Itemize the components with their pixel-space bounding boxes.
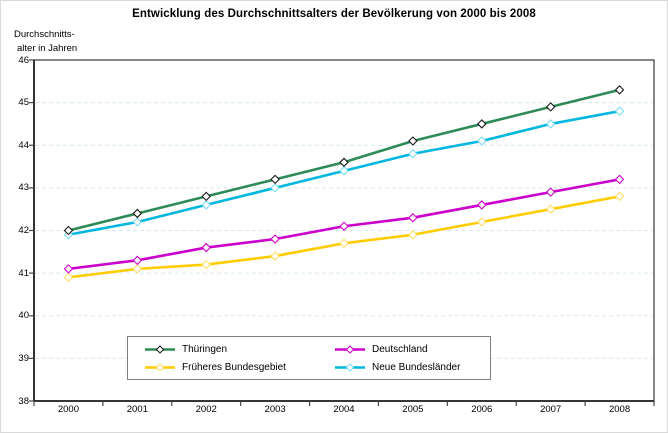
data-point-marker <box>339 221 349 232</box>
legend-line-marker-icon <box>145 362 175 372</box>
data-point-marker <box>63 225 74 236</box>
x-tick-label: 2004 <box>333 404 355 415</box>
legend-line-marker-icon <box>335 362 365 372</box>
data-point-marker <box>201 200 211 210</box>
y-tick-label: 44 <box>18 139 29 151</box>
y-tick-label: 41 <box>18 267 29 279</box>
data-point-marker <box>477 200 487 210</box>
legend-item-label: Thüringen <box>182 343 228 355</box>
data-point-marker <box>614 85 625 95</box>
legend-item: Neue Bundesländer <box>335 362 486 373</box>
data-point-marker <box>408 148 418 159</box>
legend: Thüringen Deutschland Früheres Bundesgebie… <box>127 336 491 380</box>
y-tick-label: 43 <box>18 182 29 194</box>
data-point-marker <box>132 208 143 219</box>
data-point-marker <box>132 255 143 266</box>
data-point-marker <box>614 174 625 185</box>
data-point-marker <box>270 234 280 244</box>
data-point-marker <box>545 187 556 197</box>
y-tick-label: 38 <box>18 395 29 407</box>
x-tick-label: 2006 <box>471 404 493 415</box>
y-tick-label: 42 <box>18 225 29 236</box>
series-line-2 <box>67 195 621 279</box>
data-point-marker <box>408 229 418 240</box>
data-point-marker <box>132 264 143 274</box>
data-point-marker <box>270 251 280 261</box>
data-point-marker <box>545 102 556 112</box>
data-point-marker <box>408 136 418 146</box>
x-tick-label: 2003 <box>264 404 286 415</box>
y-tick-label: 46 <box>18 54 29 66</box>
y-axis-label-line2: alter in Jahren <box>17 43 78 54</box>
data-point-marker <box>477 217 487 227</box>
y-tick-label: 45 <box>18 97 29 109</box>
legend-line-marker-icon <box>145 344 175 354</box>
legend-line-marker-icon <box>335 344 365 354</box>
data-point-marker <box>614 106 625 116</box>
legend-item-label: Deutschland <box>372 343 428 355</box>
data-point-marker <box>270 174 280 185</box>
x-tick-label: 2005 <box>402 404 424 415</box>
y-axis-label-line1: Durchschnitts- <box>14 29 75 40</box>
data-point-marker <box>339 238 349 249</box>
legend-item-label: Neue Bundesländer <box>372 361 461 373</box>
x-tick-label: 2000 <box>57 404 79 415</box>
x-tick-label: 2002 <box>195 404 217 415</box>
data-point-marker <box>201 259 211 270</box>
data-point-marker <box>63 264 74 274</box>
data-point-marker <box>339 157 349 168</box>
data-point-marker <box>201 242 211 253</box>
y-tick-label: 39 <box>18 352 29 364</box>
y-tick-label: 40 <box>18 310 29 322</box>
data-point-marker <box>545 204 556 214</box>
legend-item: Thüringen <box>145 344 335 355</box>
legend-item: Deutschland <box>335 344 486 355</box>
data-point-marker <box>545 119 556 129</box>
data-point-marker <box>63 272 74 283</box>
data-point-marker <box>477 136 487 146</box>
legend-item: Früheres Bundesgebiet <box>145 362 335 373</box>
data-point-marker <box>408 212 418 223</box>
data-point-marker <box>270 183 280 193</box>
x-tick-label: 2001 <box>126 404 148 415</box>
legend-item-label: Früheres Bundesgebiet <box>182 361 286 373</box>
chart-title: Entwicklung des Durchschnittsalters der … <box>132 8 536 20</box>
x-tick-label: 2008 <box>608 404 631 415</box>
data-point-marker <box>614 191 625 202</box>
data-point-marker <box>477 119 487 129</box>
x-tick-label: 2007 <box>540 404 562 415</box>
data-point-marker <box>339 166 349 176</box>
data-point-marker <box>132 217 143 227</box>
data-point-marker <box>201 191 211 202</box>
